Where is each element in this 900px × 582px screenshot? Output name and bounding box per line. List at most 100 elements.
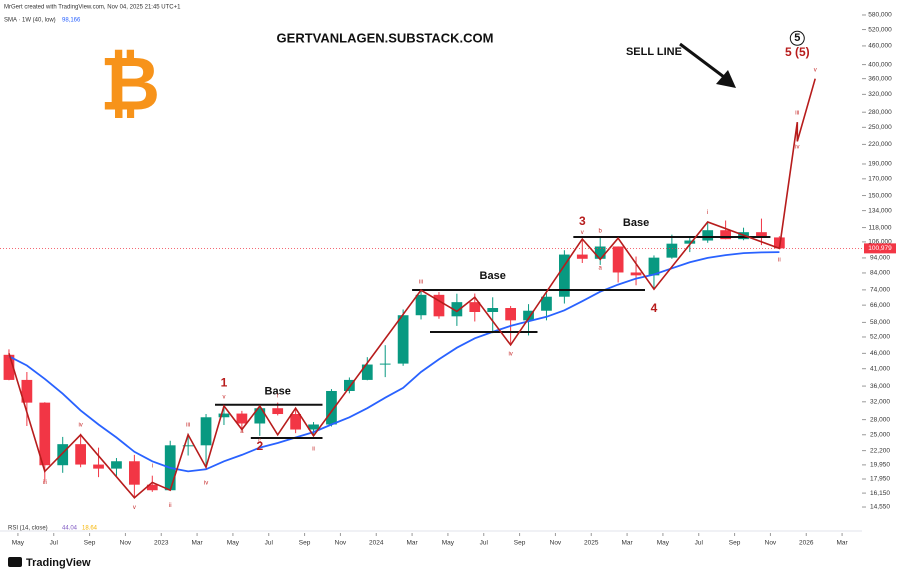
candle-body	[648, 257, 660, 276]
annotation: iii	[43, 480, 47, 486]
y-tick-label: 16,150	[870, 490, 890, 497]
y-tick-label: 134,000	[868, 207, 892, 214]
candle-body	[684, 240, 696, 244]
candle-body	[505, 308, 516, 321]
y-tick-label: 400,000	[868, 61, 892, 68]
candle-body	[344, 379, 355, 391]
annotation: 5 (5)	[785, 45, 810, 59]
annotation: 1	[221, 375, 228, 389]
y-tick-label: 94,000	[870, 255, 890, 262]
x-tick-label: Nov	[550, 540, 562, 547]
annotation: iv	[204, 481, 208, 487]
x-tick-label: Jul	[50, 540, 59, 547]
candle-body	[612, 246, 624, 273]
y-tick-label: 118,000	[868, 224, 891, 231]
y-tick-label: 36,000	[870, 383, 890, 390]
footer: TradingView	[26, 557, 91, 569]
x-tick-label: Nov	[765, 540, 777, 547]
candle-body	[666, 243, 678, 258]
candle-body	[756, 232, 767, 238]
indicator-value: 18.64	[82, 526, 98, 532]
annotation: iv	[78, 423, 82, 429]
candle-body	[218, 413, 230, 418]
x-tick-label: Mar	[836, 540, 848, 547]
sell-arrow-head	[716, 70, 736, 88]
candle-body	[200, 417, 212, 446]
legend-entry: SMA · 1W (40, low)	[4, 18, 56, 24]
annotation: v	[581, 230, 584, 236]
x-tick-label: Sep	[729, 540, 741, 547]
annotation: ii	[312, 446, 315, 452]
sell-arrow	[679, 42, 729, 82]
annotation: b	[599, 229, 603, 235]
candle-body	[236, 413, 248, 424]
annotation: i	[707, 210, 708, 216]
y-tick-label: 460,000	[868, 43, 892, 50]
annotation: c	[258, 438, 261, 444]
sma-line	[8, 251, 780, 473]
annotation: i	[152, 463, 153, 469]
candle-body	[487, 308, 499, 312]
candle-body	[720, 230, 731, 240]
candle-body	[397, 315, 409, 364]
y-tick-label: 106,000	[868, 239, 892, 246]
y-tick-label: 84,000	[870, 270, 890, 277]
footer-logo-mark	[8, 557, 22, 567]
x-tick-label: 2025	[584, 540, 599, 547]
candle-body	[272, 408, 284, 415]
y-tick-label: 17,950	[870, 476, 890, 483]
candle-body	[361, 364, 373, 380]
candle-body	[576, 254, 588, 259]
y-tick-label: 14,550	[870, 504, 890, 511]
annotation: iv	[508, 352, 512, 358]
x-tick-label: Sep	[84, 540, 96, 547]
x-tick-label: May	[12, 540, 25, 547]
legend-value: 98,166	[62, 18, 81, 24]
y-tick-label: 580,000	[868, 12, 892, 19]
x-tick-label: Mar	[621, 540, 633, 547]
annotation: v	[814, 68, 817, 74]
candle-body	[559, 254, 570, 297]
x-tick-label: May	[657, 540, 670, 547]
candle-body	[308, 424, 319, 430]
annotation: iv	[795, 144, 799, 150]
candle-body	[630, 272, 642, 276]
x-tick-label: Jul	[265, 540, 274, 547]
annotation: iii	[419, 280, 423, 286]
y-tick-label: 22,200	[870, 447, 890, 454]
x-tick-label: May	[442, 540, 455, 547]
x-tick-label: Mar	[191, 540, 203, 547]
candle-body	[523, 310, 534, 321]
annotation: 2	[256, 439, 263, 453]
y-tick-label: 32,000	[870, 399, 890, 406]
candle-body	[129, 461, 140, 485]
y-tick-label: 360,000	[868, 75, 892, 82]
candle-body	[594, 246, 606, 259]
candle-body	[254, 408, 266, 424]
annotation: a	[240, 429, 244, 435]
annotation: ii	[778, 258, 781, 264]
x-tick-label: 2024	[369, 540, 384, 547]
annotation: v	[133, 505, 136, 511]
annotation: Base	[265, 386, 291, 398]
y-tick-label: 220,000	[868, 141, 892, 148]
y-tick-label: 150,000	[868, 192, 892, 199]
annotation: SELL LINE	[626, 46, 682, 58]
y-tick-label: 250,000	[868, 124, 892, 131]
count-circle	[789, 30, 805, 46]
y-tick-label: 520,000	[868, 26, 892, 33]
candle-body	[57, 444, 69, 466]
y-tick-label: 190,000	[868, 161, 892, 168]
annotation: iii	[186, 423, 190, 429]
candle-body	[326, 390, 337, 425]
y-tick-label: 170,000	[868, 176, 892, 183]
candle-body	[21, 379, 33, 403]
candle-body	[182, 445, 194, 447]
candle-body	[433, 294, 445, 317]
x-tick-label: Nov	[335, 540, 347, 547]
candle-body	[290, 414, 301, 430]
candle-body	[75, 444, 86, 465]
candle-body	[111, 461, 122, 469]
candle-body	[146, 484, 158, 491]
